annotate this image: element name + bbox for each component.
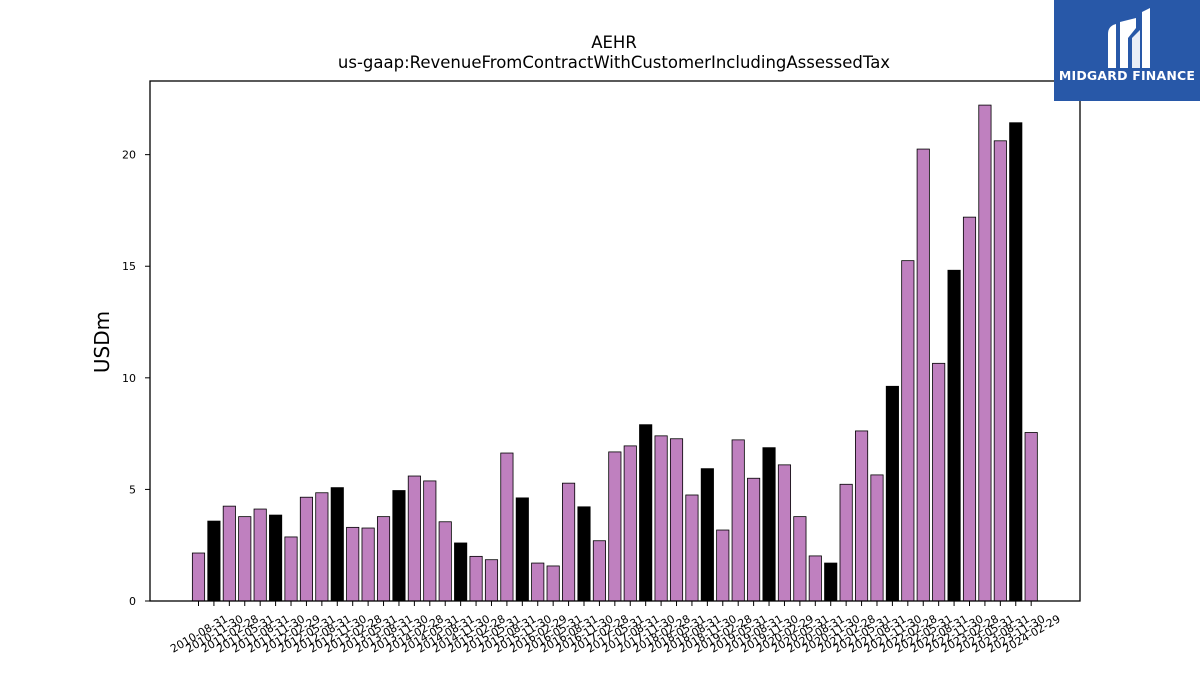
bar [685, 494, 699, 602]
bar [731, 439, 745, 602]
brand-logo: MIDGARD FINANCE [1054, 0, 1200, 101]
y-tick-label: 5 [129, 483, 136, 496]
chart-title: AEHR [591, 33, 637, 52]
bar [901, 260, 915, 602]
bar [299, 496, 313, 602]
y-axis-label: USDm [90, 311, 114, 373]
y-tick-label: 20 [122, 149, 136, 162]
bar [839, 483, 853, 602]
bar [793, 516, 807, 602]
bar [315, 492, 329, 602]
bar [885, 385, 899, 602]
bar [577, 506, 591, 602]
bar [716, 529, 730, 602]
bar [1024, 432, 1038, 602]
bar [855, 430, 869, 602]
bar [639, 424, 653, 602]
bar [361, 527, 375, 602]
bar [916, 148, 930, 602]
x-axis-ticks: 2010-08-312010-11-302011-02-282011-05-31… [168, 601, 1063, 656]
bar [562, 482, 576, 602]
bar [454, 542, 468, 602]
bar [423, 480, 437, 602]
bar [700, 468, 714, 602]
bar [978, 104, 992, 602]
bar [392, 490, 406, 602]
bar [269, 514, 283, 602]
bar [238, 516, 252, 602]
midgard-logo-icon [1108, 8, 1150, 68]
plot-frame [149, 80, 1081, 602]
bar [515, 497, 529, 602]
bar [592, 540, 606, 602]
bar [191, 552, 206, 602]
bar [284, 536, 298, 602]
bar [623, 445, 637, 602]
bar [330, 487, 344, 602]
bar [762, 447, 776, 602]
y-tick-label: 0 [129, 595, 136, 608]
bar [546, 565, 560, 602]
bar [654, 435, 668, 602]
bar [438, 521, 452, 602]
y-tick-label: 15 [122, 260, 136, 273]
bar [962, 216, 977, 602]
bar [747, 477, 761, 602]
bar [500, 452, 514, 602]
bar [376, 516, 391, 602]
bar [824, 562, 838, 602]
bar [484, 559, 499, 602]
bar [469, 555, 483, 602]
bar [932, 362, 946, 602]
bar [207, 520, 221, 602]
chart-subtitle: us-gaap:RevenueFromContractWithCustomerI… [338, 53, 890, 72]
bar [870, 474, 884, 602]
bar [777, 464, 792, 602]
bar [1009, 122, 1023, 602]
bar [253, 508, 267, 602]
bar-series [191, 104, 1038, 602]
bar [531, 562, 545, 602]
bar [346, 526, 360, 602]
y-axis-ticks: 0 5 10 15 20 [122, 149, 150, 608]
bar [808, 555, 822, 602]
bar [947, 269, 961, 602]
logo-text: MIDGARD FINANCE [1058, 68, 1196, 83]
y-tick-label: 10 [122, 372, 136, 385]
bar [222, 505, 236, 602]
bar [407, 475, 421, 602]
bar [993, 140, 1007, 602]
bar [669, 438, 684, 602]
bar [608, 451, 622, 602]
